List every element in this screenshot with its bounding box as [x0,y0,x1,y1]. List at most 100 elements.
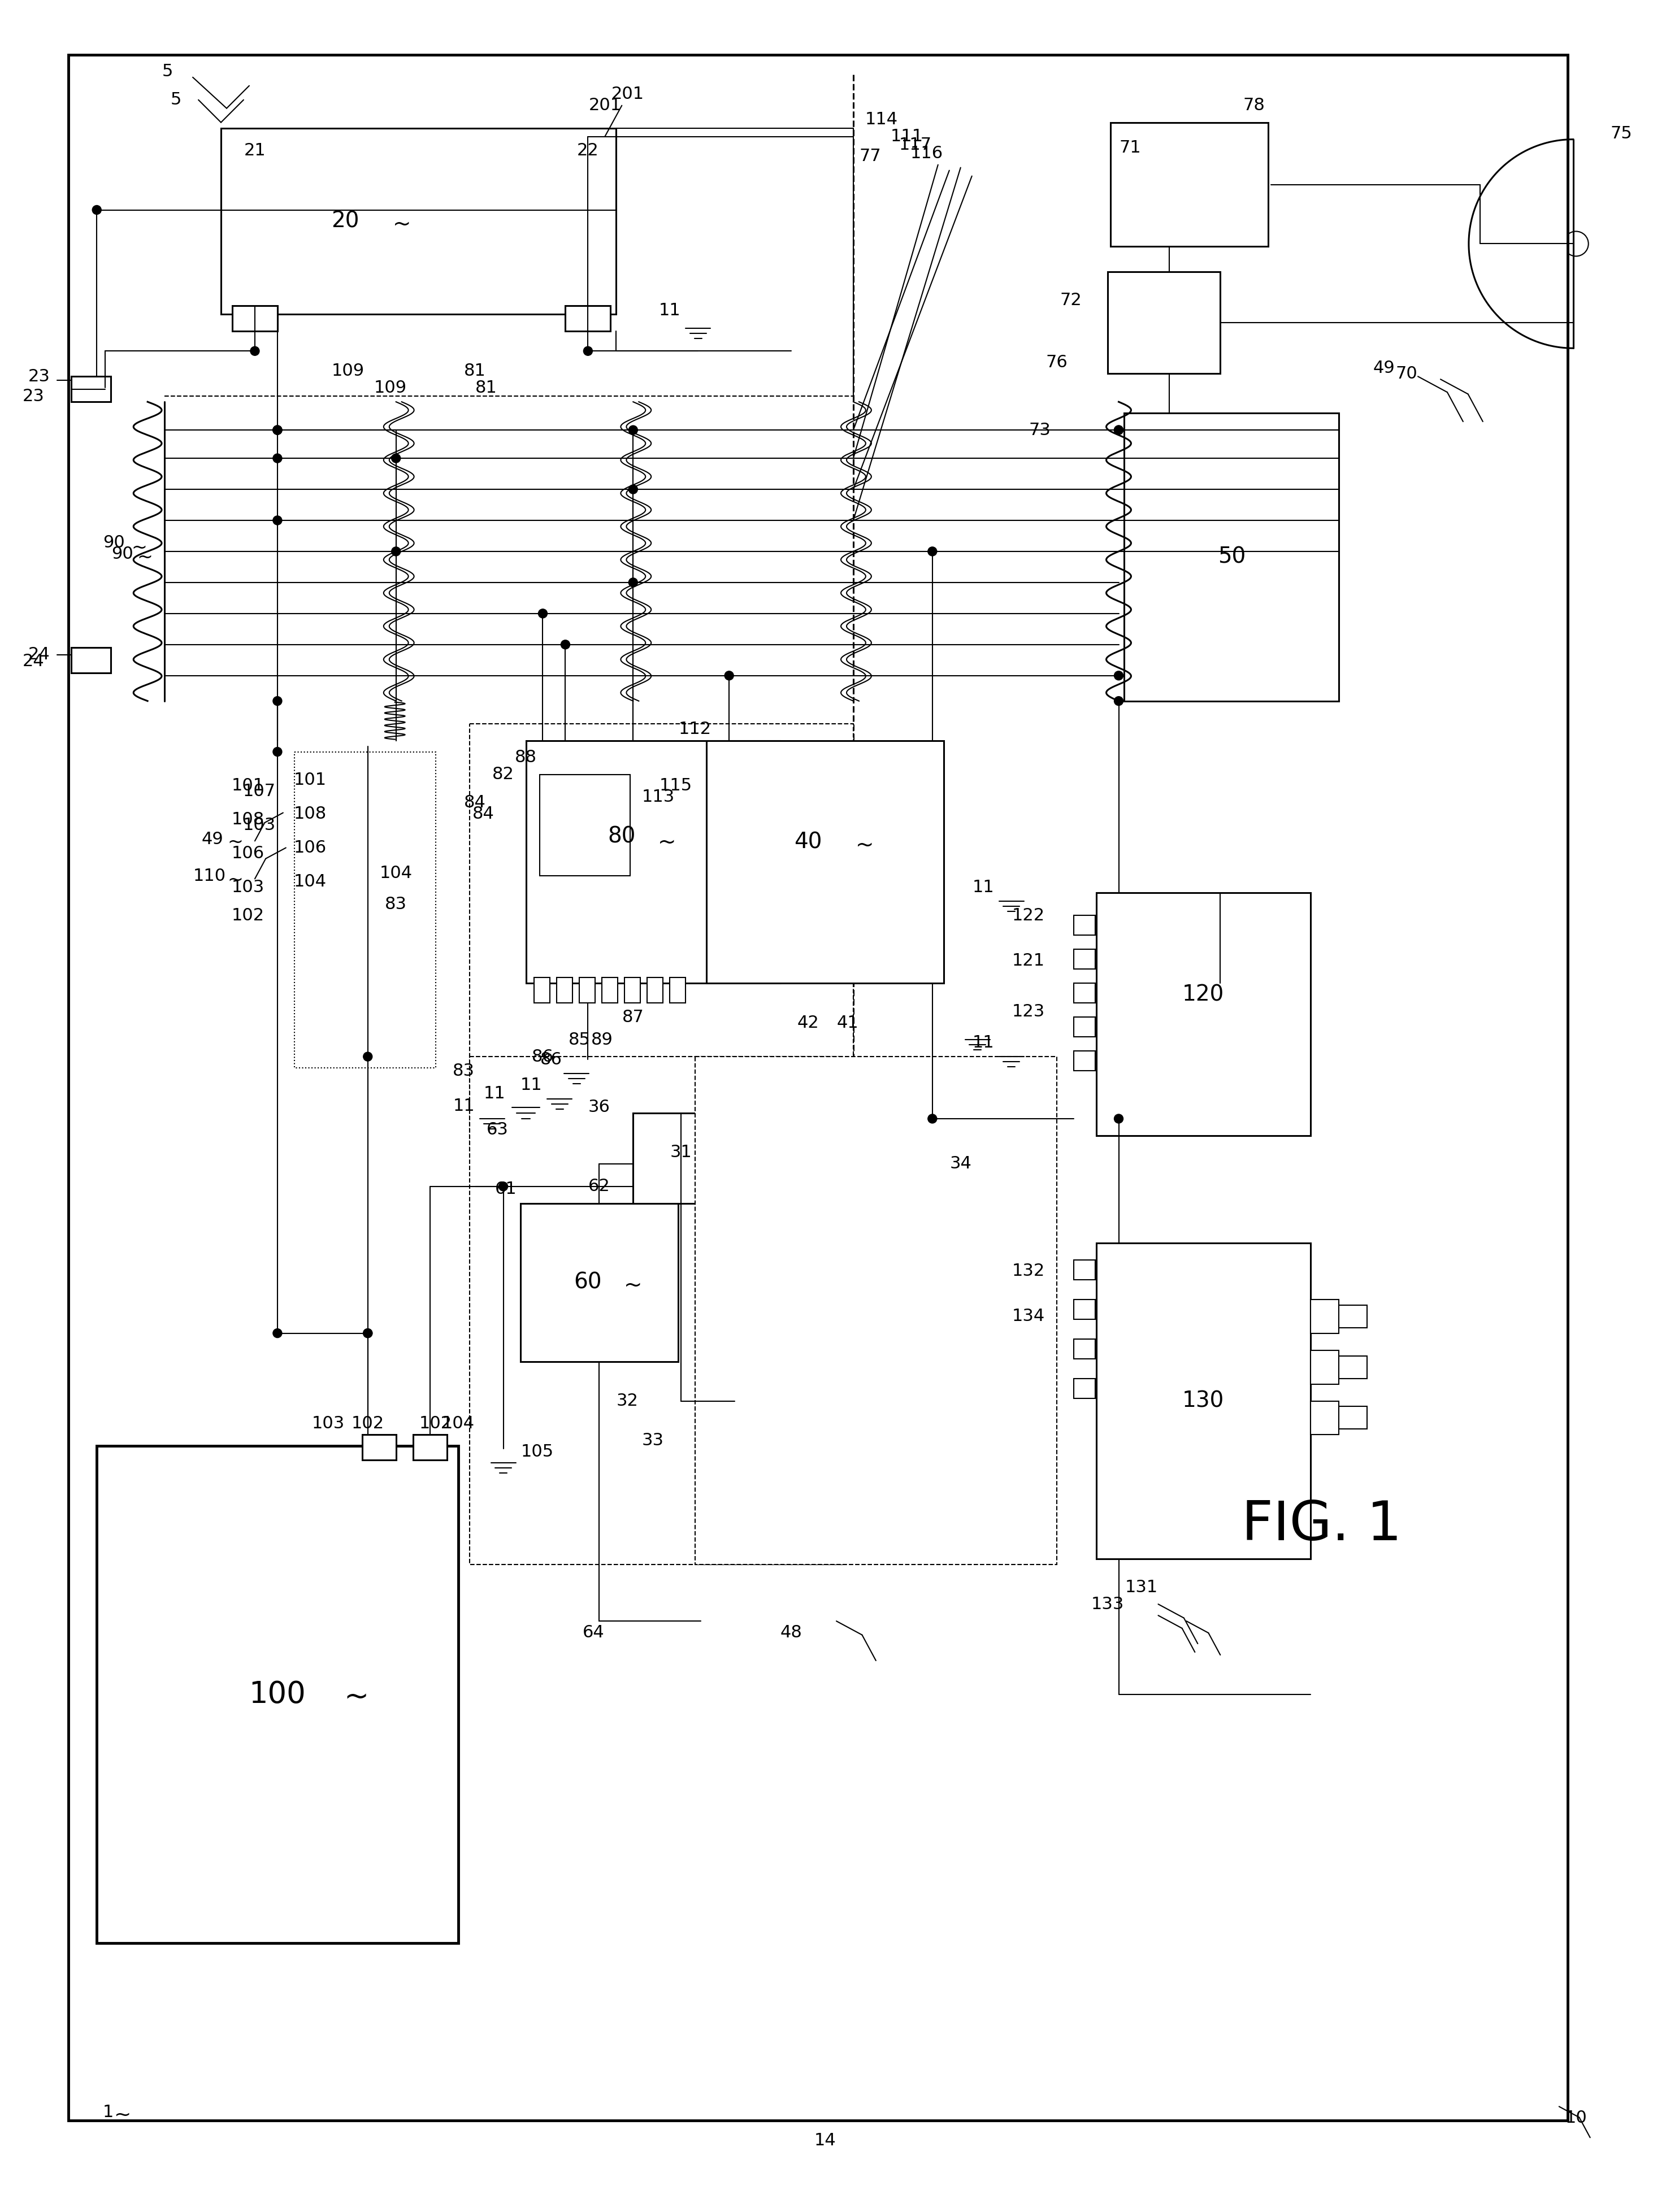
Text: 88: 88 [514,750,537,765]
Bar [71,376,111,403]
Text: 105: 105 [521,1444,554,1460]
Text: 22: 22 [577,142,598,159]
Text: ~: ~ [114,2106,131,2124]
Circle shape [1114,425,1122,434]
Circle shape [1114,425,1122,434]
Bar [469,1057,841,1564]
Text: ~: ~ [226,832,243,852]
Circle shape [273,425,283,434]
Text: 85: 85 [569,1031,590,1048]
Text: 5: 5 [170,91,182,108]
Text: 49: 49 [1374,361,1395,376]
Text: 103: 103 [312,1416,345,1431]
Circle shape [628,425,638,434]
Text: 110: 110 [193,867,226,885]
Circle shape [1114,1115,1122,1124]
Bar [1111,122,1268,246]
Text: 114: 114 [865,111,898,128]
Text: 106: 106 [231,845,264,863]
Text: 83: 83 [453,1062,474,1079]
Bar [580,978,595,1002]
Text: 23: 23 [23,387,45,405]
Text: 84: 84 [464,794,486,812]
Text: 122: 122 [1012,907,1045,925]
Text: 5: 5 [162,64,174,80]
Text: 86: 86 [532,1048,554,1064]
Text: 81: 81 [476,380,498,396]
Circle shape [250,347,260,356]
Text: 115: 115 [660,776,693,794]
Circle shape [273,453,283,462]
Bar [541,774,630,876]
Text: 11: 11 [660,303,681,319]
Text: 70: 70 [1395,365,1418,383]
Bar [521,1203,678,1360]
Bar [1073,1018,1094,1037]
Bar [1073,1378,1094,1398]
Circle shape [927,546,937,555]
Text: ~: ~ [344,1683,369,1712]
Text: 41: 41 [836,1015,858,1031]
Text: 77: 77 [860,148,881,164]
Text: 81: 81 [464,363,486,378]
Text: 40: 40 [793,832,822,854]
Text: ~: ~ [226,872,243,889]
Text: 89: 89 [592,1031,613,1048]
Bar [362,1436,397,1460]
Circle shape [927,1115,937,1124]
Bar [1073,1261,1094,1279]
Bar [602,978,618,1002]
Text: 80: 80 [608,825,636,847]
Text: 101: 101 [231,776,264,794]
Text: 24: 24 [28,646,50,664]
Text: 90: 90 [111,546,134,562]
Circle shape [539,608,547,617]
Circle shape [273,425,283,434]
Text: 33: 33 [641,1431,665,1449]
Text: 23: 23 [28,367,50,385]
Text: 133: 133 [1091,1595,1124,1613]
Text: 102: 102 [420,1416,451,1431]
Bar [526,741,780,982]
Bar [1073,916,1094,936]
Text: 63: 63 [486,1121,509,1139]
Bar [233,305,278,332]
Bar [413,1436,446,1460]
Bar [696,1057,1056,1564]
Text: 20: 20 [331,210,359,232]
Bar [565,305,610,332]
Circle shape [392,453,400,462]
Text: ~: ~ [623,1274,643,1296]
Bar [1311,1298,1339,1334]
Text: 31: 31 [669,1144,693,1161]
Text: 104: 104 [294,874,327,889]
Bar [1339,1407,1367,1429]
Text: 11: 11 [484,1086,506,1102]
Text: 72: 72 [1060,292,1081,307]
Text: 104: 104 [441,1416,474,1431]
Text: 11: 11 [972,878,993,896]
Text: ~: ~ [392,212,412,234]
Text: 102: 102 [231,907,264,925]
Text: 108: 108 [231,812,264,827]
Text: 116: 116 [911,146,944,161]
Circle shape [628,577,638,586]
Circle shape [273,515,283,524]
Text: 106: 106 [294,841,327,856]
Bar [534,978,550,1002]
Bar [1073,982,1094,1002]
Circle shape [1114,670,1122,679]
Text: 48: 48 [780,1624,802,1641]
Text: 112: 112 [679,721,712,737]
Text: 134: 134 [1012,1307,1045,1325]
Text: 73: 73 [1028,422,1051,438]
Text: 109: 109 [374,380,407,396]
Bar [1124,414,1339,701]
Circle shape [1114,697,1122,706]
Text: 113: 113 [641,790,674,805]
Text: 78: 78 [1243,97,1265,113]
Circle shape [628,484,638,493]
Text: 201: 201 [612,86,645,102]
Circle shape [392,546,400,555]
Text: 11: 11 [972,1035,993,1051]
